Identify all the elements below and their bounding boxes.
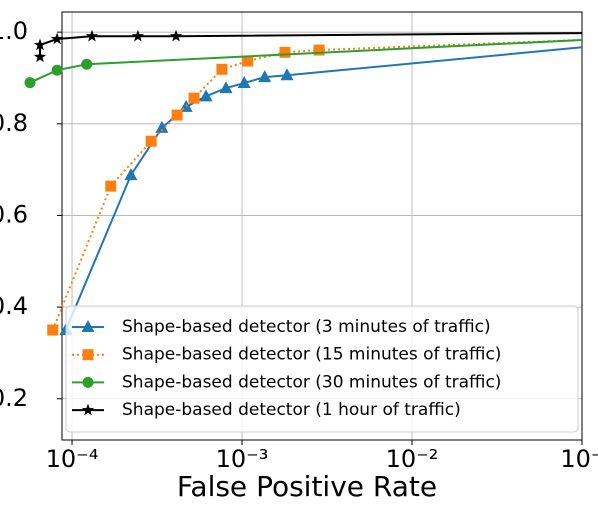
- legend-label: Shape-based detector (15 minutes of traf…: [122, 345, 501, 365]
- series-line: [29, 38, 583, 84]
- data-point: [51, 64, 63, 76]
- x-tick-label: 10⁻²: [386, 445, 439, 473]
- data-point: [188, 92, 200, 104]
- data-point: [313, 44, 325, 56]
- data-point: [50, 32, 64, 45]
- data-point: [33, 38, 47, 51]
- y-tick-label: 0.8: [0, 109, 28, 137]
- x-tick-label: 10⁻: [560, 445, 598, 473]
- data-point: [242, 55, 254, 67]
- data-point: [124, 168, 138, 181]
- y-tick-label: 0.2: [0, 384, 28, 412]
- series-line: [51, 38, 583, 331]
- legend-label: Shape-based detector (30 minutes of traf…: [122, 372, 501, 392]
- data-point: [47, 324, 59, 336]
- legend-label: Shape-based detector (1 hour of traffic): [122, 400, 461, 420]
- legend-label: Shape-based detector (3 minutes of traff…: [122, 317, 491, 337]
- legend-marker: [82, 376, 94, 388]
- data-point: [216, 63, 228, 75]
- data-point: [81, 58, 93, 70]
- data-point: [171, 109, 183, 121]
- y-tick-label: 0.4: [0, 292, 28, 320]
- plot-frame: [61, 11, 583, 441]
- data-point: [105, 180, 117, 192]
- legend: Shape-based detector (3 minutes of traff…: [65, 305, 579, 433]
- data-point: [145, 135, 157, 147]
- y-tick-label: 0.6: [0, 200, 28, 228]
- series-line: [64, 46, 583, 331]
- legend-marker: [81, 403, 95, 416]
- data-point: [33, 50, 47, 63]
- data-point: [24, 77, 36, 89]
- data-point: [199, 89, 213, 102]
- x-tick-label: 10⁻³: [216, 445, 269, 473]
- y-tick-label: 1.0: [0, 17, 28, 45]
- data-point: [279, 46, 291, 58]
- data-point: [169, 29, 183, 42]
- data-point: [155, 120, 169, 133]
- data-point: [258, 70, 272, 83]
- data-point: [280, 68, 294, 81]
- data-point: [237, 76, 251, 89]
- data-point: [219, 81, 233, 94]
- x-axis-label: False Positive Rate: [177, 470, 437, 503]
- legend-marker: [81, 320, 95, 332]
- x-tick-label: 10⁻⁴: [46, 445, 99, 473]
- data-point: [131, 29, 145, 42]
- legend-box: [65, 305, 579, 433]
- data-point: [85, 29, 99, 42]
- legend-marker: [82, 349, 94, 361]
